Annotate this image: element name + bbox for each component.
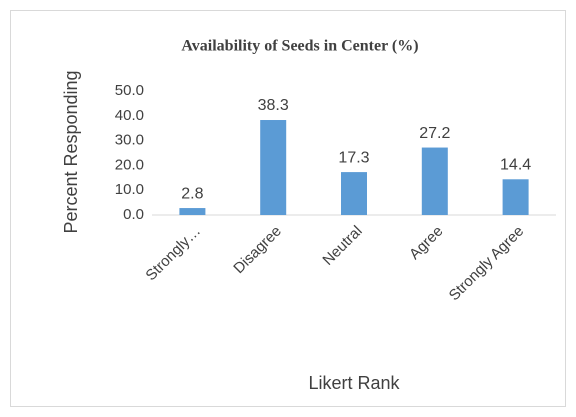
- y-tick-label: 20.0: [115, 156, 144, 173]
- x-axis-title: Likert Rank: [308, 373, 400, 393]
- bar: [502, 179, 529, 215]
- bar: [341, 172, 367, 215]
- data-label: 14.4: [500, 157, 531, 174]
- bar: [421, 147, 448, 215]
- data-label: 38.3: [258, 97, 289, 114]
- y-tick-label: 40.0: [115, 107, 144, 124]
- y-tick-label: 50.0: [115, 82, 144, 99]
- y-tick-label: 0.0: [123, 206, 144, 223]
- chart-title: Availability of Seeds in Center (%): [181, 38, 418, 55]
- y-axis-title: Percent Responding: [61, 70, 81, 233]
- chart-border: [10, 10, 566, 407]
- bar: [179, 208, 206, 215]
- data-label: 27.2: [419, 125, 450, 142]
- bar: [260, 120, 287, 215]
- data-label: 17.3: [338, 149, 369, 166]
- y-tick-label: 10.0: [115, 181, 144, 198]
- data-label: 2.8: [181, 185, 203, 202]
- y-tick-label: 30.0: [115, 132, 144, 149]
